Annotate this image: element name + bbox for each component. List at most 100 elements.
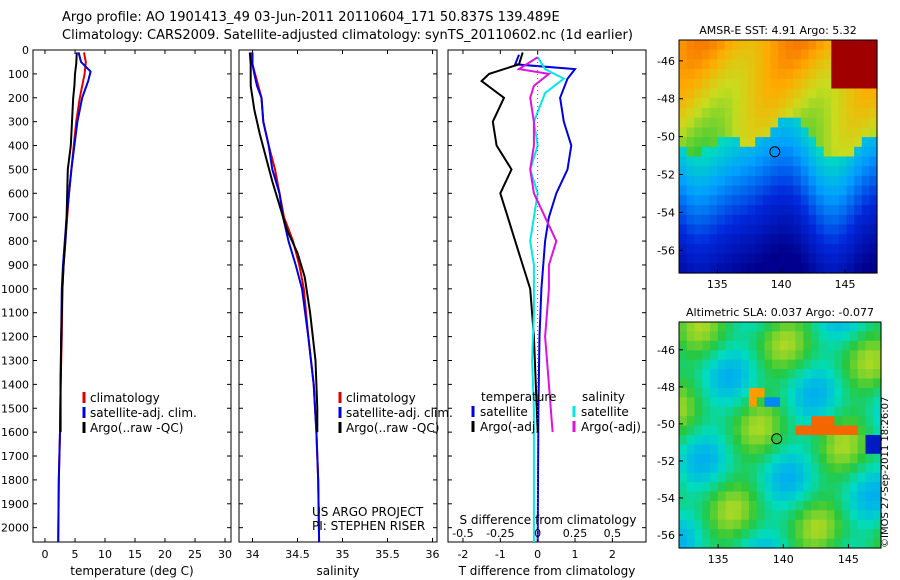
- sst-map-cell: [808, 117, 817, 128]
- sst-map-cell: [762, 117, 771, 128]
- sla-map-cell: [842, 425, 851, 436]
- sla-map-cell: [803, 387, 812, 398]
- sla-map-cell: [857, 406, 867, 417]
- sla-map-cell: [772, 331, 781, 342]
- sla-map-cell: [865, 435, 874, 445]
- sst-map-cell: [762, 69, 771, 80]
- sst-map-cell: [846, 88, 855, 99]
- sla-map-cell: [694, 387, 703, 398]
- sst-map-cell: [823, 156, 832, 167]
- sla-map-cell: [717, 463, 727, 474]
- sst-map-field: [679, 40, 878, 274]
- sst-map-cell: [755, 166, 764, 177]
- sla-map-cell: [679, 435, 688, 445]
- salinity-xtick-label: 35: [336, 548, 350, 561]
- sst-map-cell: [823, 40, 832, 51]
- sla-map-cell: [780, 359, 789, 370]
- sla-map-cell: [811, 529, 820, 540]
- sst-map-cell: [770, 49, 779, 60]
- sla-map-cell: [795, 416, 804, 427]
- sst-map-cell: [800, 156, 809, 167]
- sla-map-cell: [710, 491, 719, 502]
- sla-map-cell: [795, 369, 804, 380]
- sst-map-cell: [838, 234, 848, 245]
- sla-map-cell: [717, 387, 727, 398]
- sst-map-cell: [831, 243, 840, 255]
- sst-map-cell: [793, 117, 802, 128]
- sla-map-cell: [733, 322, 742, 332]
- sst-map-cell: [770, 195, 779, 206]
- sla-map-cell: [710, 519, 719, 530]
- sst-map-cell: [838, 146, 848, 158]
- sla-map-cell: [764, 472, 773, 483]
- sla-map-cell: [795, 463, 804, 474]
- sst-map-cell: [823, 69, 832, 80]
- sla-map-cell: [787, 444, 797, 455]
- sla-map-cell: [686, 444, 696, 455]
- sst-map-title: AMSR-E SST: 4.91 Argo: 5.32: [699, 24, 857, 37]
- sst-map-cell: [838, 98, 848, 109]
- sst-map-cell: [755, 78, 764, 90]
- sst-map-cell: [679, 59, 688, 70]
- sst-map-cell: [679, 49, 688, 60]
- sla-map-cell: [694, 463, 703, 474]
- sst-map-cell: [854, 146, 863, 158]
- sla-map-cell: [756, 397, 766, 408]
- sla-map-cell: [811, 378, 820, 389]
- sla-map-cell: [717, 369, 727, 380]
- sst-map-cell: [724, 253, 733, 264]
- sst-map-cell: [732, 40, 741, 51]
- sla-map-cell: [857, 340, 867, 351]
- temperature-plot-frame: [32, 49, 232, 543]
- temperature-ytick-label: 1100: [1, 307, 29, 320]
- sla-map-cell: [865, 510, 874, 521]
- sst-map-cell: [747, 175, 756, 187]
- sst-map-cell: [770, 127, 779, 138]
- sla-map-cell: [679, 444, 688, 455]
- sst-map-cell: [816, 78, 825, 90]
- sla-map-cell: [725, 397, 734, 408]
- sla-map-cell: [780, 482, 789, 493]
- sla-map-cell: [725, 331, 734, 342]
- sla-map-cell: [849, 491, 859, 502]
- sla-map-cell: [873, 331, 882, 342]
- sst-xtick-label: 140: [771, 278, 792, 291]
- sla-map-cell: [741, 350, 750, 361]
- sst-map-cell: [679, 69, 688, 80]
- sst-map-cell: [854, 108, 863, 119]
- sst-map-cell: [816, 108, 825, 119]
- sla-map-cell: [764, 425, 773, 436]
- sst-map-cell: [755, 69, 764, 80]
- sst-map-cell: [808, 40, 817, 51]
- sst-map-cell: [831, 98, 840, 109]
- sla-map-cell: [857, 425, 867, 436]
- sla-map-cell: [826, 369, 835, 380]
- sla-map-cell: [717, 359, 727, 370]
- sst-map-cell: [717, 117, 726, 128]
- sla-map-cell: [865, 331, 874, 342]
- sst-map-cell: [831, 214, 840, 226]
- sla-map-cell: [717, 340, 727, 351]
- sla-map-cell: [686, 529, 696, 540]
- sst-xtick-label: 135: [707, 278, 728, 291]
- sla-map-cell: [834, 387, 843, 398]
- sst-map-cell: [747, 185, 756, 196]
- temperature-ytick-label: 300: [8, 116, 29, 129]
- sla-map-cell: [826, 519, 835, 530]
- sla-map-cell: [772, 406, 781, 417]
- sla-map-cell: [803, 359, 812, 370]
- sla-map-cell: [865, 416, 874, 427]
- sla-ytick-label: -46: [657, 344, 675, 357]
- sst-map-cell: [747, 127, 756, 138]
- sla-map-cell: [795, 453, 804, 464]
- sst-map-cell: [800, 59, 809, 70]
- sla-map-cell: [795, 378, 804, 389]
- sla-map-field: [679, 322, 882, 549]
- sst-map-cell: [831, 88, 840, 99]
- sla-map-cell: [834, 519, 843, 530]
- difference-s-axis-label: S difference from climatology: [460, 513, 637, 527]
- sst-map-cell: [793, 175, 802, 187]
- sla-map-cell: [826, 472, 835, 483]
- sla-map-cell: [764, 406, 773, 417]
- sst-map-cell: [831, 146, 840, 158]
